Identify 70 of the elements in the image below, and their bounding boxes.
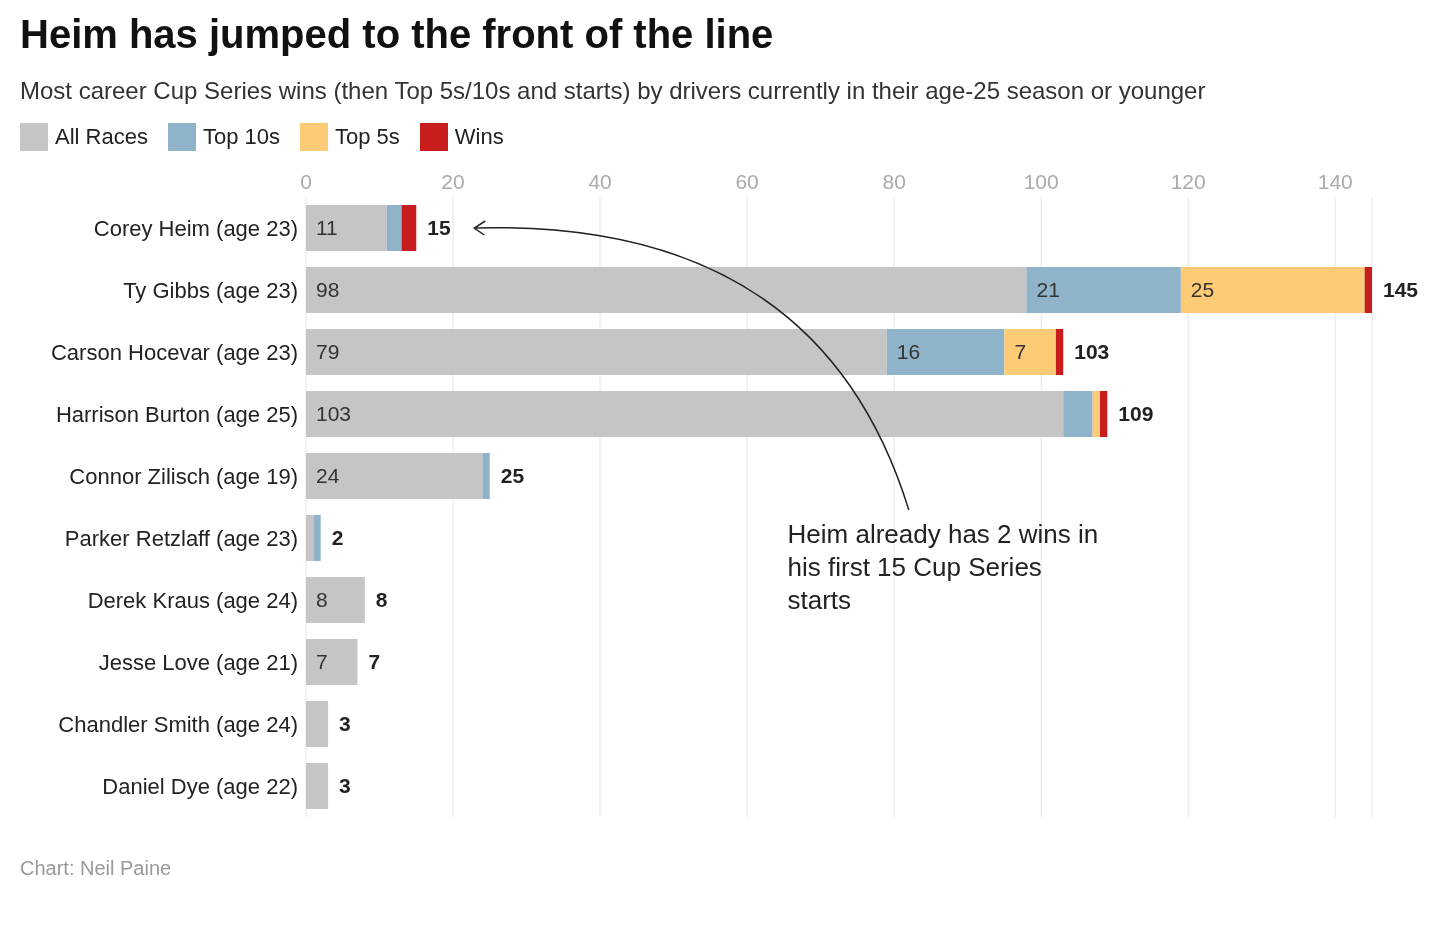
y-tick-label: Chandler Smith (age 24)	[58, 711, 298, 737]
bar	[1092, 391, 1100, 437]
legend-label: Wins	[454, 124, 504, 150]
bar	[1004, 329, 1056, 375]
bar	[1026, 267, 1181, 313]
y-tick-label: Daniel Dye (age 22)	[102, 773, 298, 799]
x-tick-label: 60	[735, 170, 759, 193]
x-tick-label: 0	[300, 170, 312, 193]
y-tick-label: Harrison Burton (age 25)	[55, 401, 298, 427]
bar	[306, 701, 329, 747]
x-tick-label: 100	[1023, 170, 1059, 193]
data-label: 8	[316, 588, 328, 612]
bar	[386, 205, 402, 251]
chart-title: Heim has jumped to the front of the line	[20, 12, 775, 57]
data-label: 103	[316, 402, 352, 426]
bar	[1055, 329, 1064, 375]
bar	[306, 453, 483, 499]
bar	[401, 205, 417, 251]
data-label: 21	[1036, 278, 1060, 302]
total-label: 2	[331, 526, 344, 550]
y-tick-label: Connor Zilisch (age 19)	[69, 463, 298, 489]
bar	[1099, 391, 1108, 437]
bar	[306, 391, 1064, 437]
x-tick-label: 120	[1170, 170, 1206, 193]
bar	[313, 515, 321, 561]
total-label: 25	[500, 464, 525, 488]
bar	[1063, 391, 1093, 437]
y-tick-label: Derek Kraus (age 24)	[87, 587, 298, 613]
total-label: 15	[427, 216, 451, 240]
x-tick-label: 140	[1317, 170, 1353, 193]
text: Chart: Neil Paine	[20, 857, 173, 880]
data-label: 11	[316, 216, 338, 240]
y-tick-label: Jesse Love (age 21)	[98, 649, 298, 675]
legend-label: Top 10s	[202, 124, 280, 150]
y-tick-label: Corey Heim (age 23)	[93, 215, 298, 241]
annotation: Heim already has 2 wins in his first 15 Cup Series starts	[787, 518, 1100, 617]
chart-subtitle: Most career Cup Series wins (then Top 5s/10s and starts) by drivers currently in their age-25 season or younger	[20, 77, 1207, 105]
bar	[306, 639, 358, 685]
bar	[306, 205, 387, 251]
total-label: 109	[1118, 402, 1154, 426]
total-label: 7	[368, 650, 381, 674]
total-label: 3	[339, 712, 351, 736]
data-label: 7	[1014, 340, 1027, 364]
bar	[886, 329, 1005, 375]
y-tick-label: Ty Gibbs (age 23)	[123, 277, 298, 303]
bar	[306, 763, 329, 809]
bar	[482, 453, 490, 499]
total-label: 103	[1074, 340, 1110, 364]
bar	[1180, 267, 1365, 313]
x-tick-label: 20	[441, 170, 465, 193]
bar	[1364, 267, 1372, 313]
bar	[306, 515, 314, 561]
x-tick-label: 80	[882, 170, 906, 193]
total-label: 8	[375, 588, 388, 612]
data-label: 79	[316, 340, 340, 364]
data-label: 25	[1190, 278, 1215, 302]
total-label: 3	[339, 774, 351, 798]
legend-label: All Races	[55, 124, 148, 150]
total-label: 145	[1383, 278, 1419, 302]
data-label: 7	[316, 650, 328, 674]
bar	[306, 329, 887, 375]
data-label: 98	[316, 278, 340, 302]
bar	[306, 267, 1027, 313]
bar	[306, 577, 365, 623]
data-label: 24	[316, 464, 340, 488]
data-label: 16	[896, 340, 921, 364]
legend-label: Top 5s	[334, 124, 400, 150]
y-tick-label: Carson Hocevar (age 23)	[50, 339, 298, 365]
y-tick-label: Parker Retzlaff (age 23)	[64, 525, 298, 551]
x-tick-label: 40	[588, 170, 612, 193]
